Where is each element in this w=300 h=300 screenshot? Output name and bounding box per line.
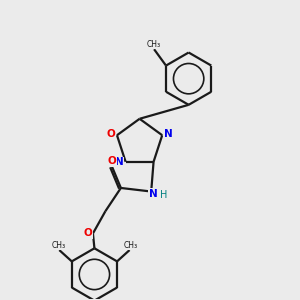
- Text: H: H: [160, 190, 167, 200]
- Text: CH₃: CH₃: [51, 241, 65, 250]
- Text: N: N: [148, 189, 158, 199]
- Text: O: O: [108, 156, 116, 166]
- Text: CH₃: CH₃: [123, 241, 137, 250]
- Text: CH₃: CH₃: [147, 40, 161, 49]
- Text: O: O: [107, 129, 116, 139]
- Text: O: O: [83, 228, 92, 239]
- Text: N: N: [115, 158, 124, 167]
- Text: N: N: [164, 129, 172, 139]
